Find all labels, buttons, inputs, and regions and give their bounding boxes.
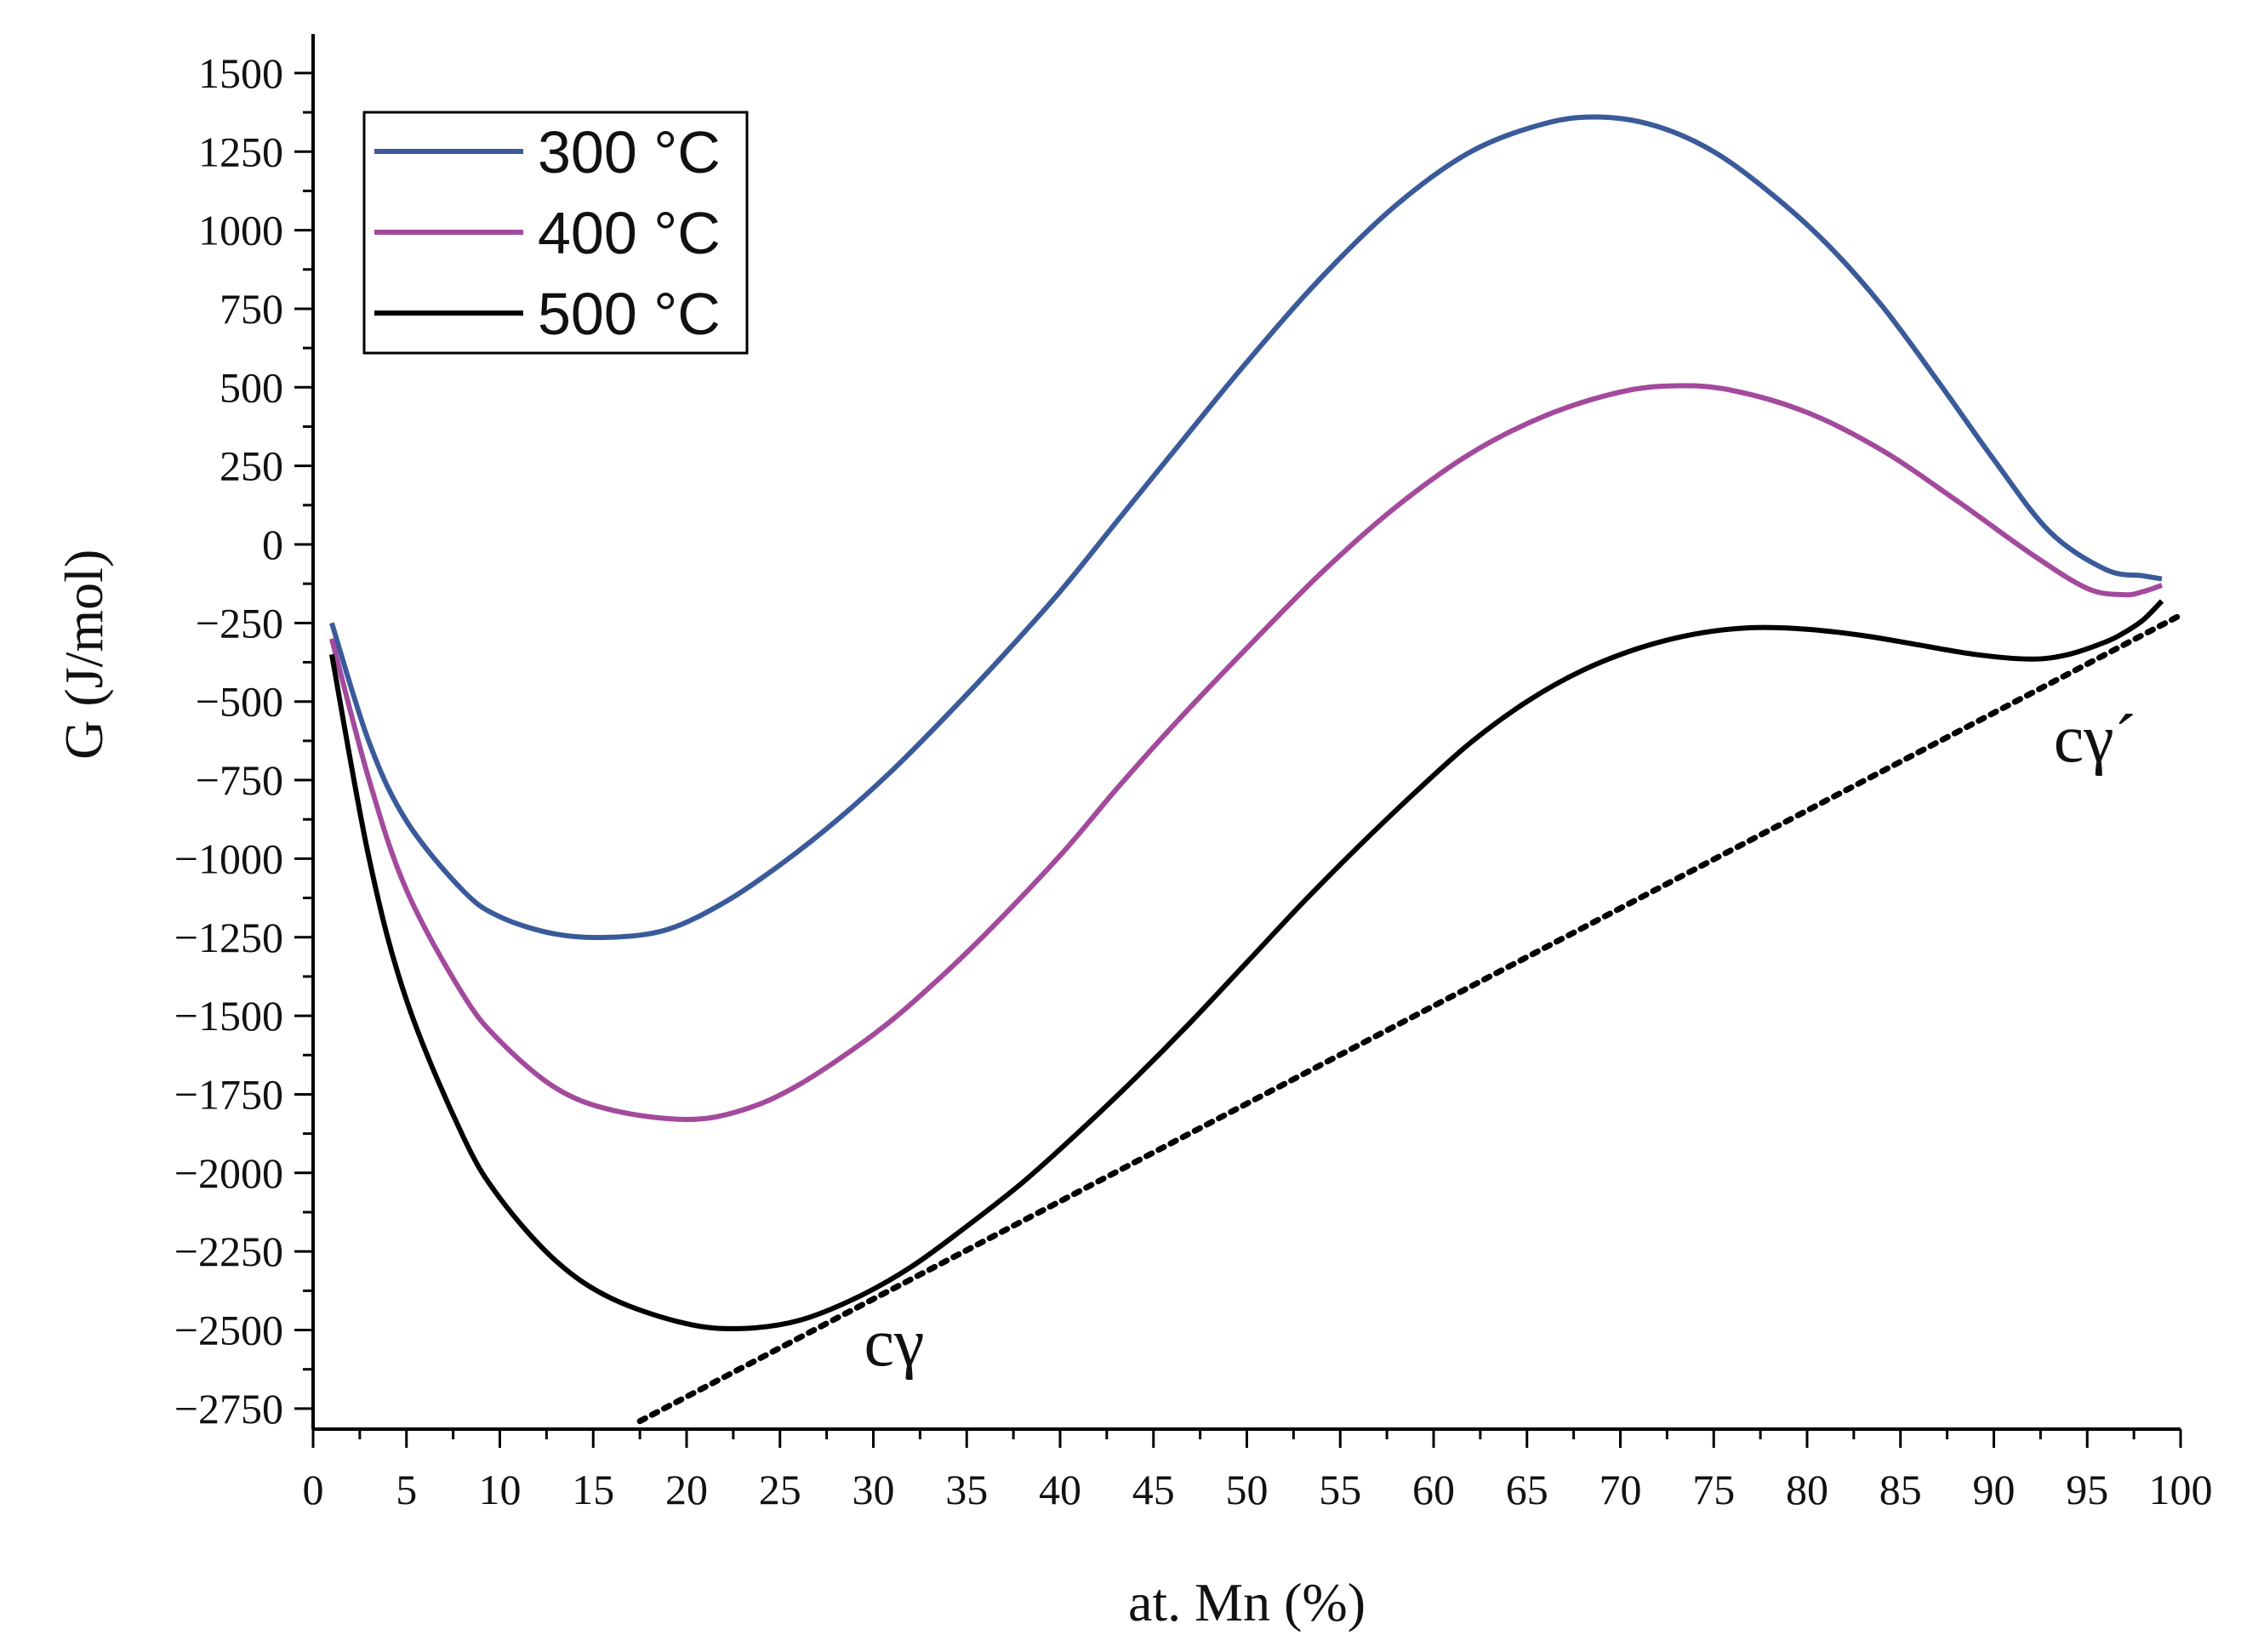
y-tick-label: −750 (196, 756, 283, 804)
x-tick-label: 65 (1506, 1466, 1548, 1513)
y-tick-label: −250 (196, 599, 283, 647)
series-300c-line (329, 114, 2163, 941)
x-tick-label: 5 (396, 1466, 417, 1513)
x-tick-label: 20 (665, 1466, 708, 1513)
x-tick-label: 35 (945, 1466, 988, 1513)
series-400c-line (329, 383, 2164, 1122)
annotation-c-gamma-prime: cγ´ (2054, 702, 2137, 777)
x-tick-label: 90 (1973, 1466, 2016, 1513)
x-tick-label: 50 (1226, 1466, 1269, 1513)
y-tick-label: 250 (220, 442, 283, 490)
x-tick-label: 55 (1319, 1466, 1361, 1513)
x-tick-label: 100 (2149, 1466, 2213, 1513)
legend: 300 °C 400 °C 500 °C (362, 111, 749, 355)
x-axis-title: at. Mn (%) (1128, 1572, 1366, 1632)
y-tick-label: −500 (196, 678, 283, 726)
y-tick-label: −1250 (174, 914, 283, 961)
x-tick-label: 60 (1412, 1466, 1455, 1513)
legend-label-300c: 300 °C (538, 119, 721, 185)
y-tick-label: −2250 (174, 1228, 283, 1275)
series-layer (328, 114, 2184, 1425)
series-500c-line (328, 599, 2164, 1331)
x-tick-label: 40 (1039, 1466, 1081, 1513)
x-tick-label: 0 (303, 1466, 324, 1513)
y-tick-label: 750 (220, 285, 283, 333)
y-tick-label: −1750 (174, 1070, 283, 1118)
y-tick-label: −2000 (174, 1149, 283, 1197)
x-tick-label: 25 (759, 1466, 801, 1513)
x-tick-label: 95 (2066, 1466, 2108, 1513)
y-tick-label: −2750 (174, 1385, 283, 1433)
y-tick-label: −1000 (174, 835, 283, 882)
x-tick-label: 10 (479, 1466, 522, 1513)
x-tick-label: 75 (1692, 1466, 1735, 1513)
y-tick-label: 0 (262, 521, 283, 568)
ticks: 0 5 10 15 20 25 30 35 40 45 50 55 60 65 70 75 80 85 90 95 10… (174, 49, 2213, 1513)
y-tick-label: 500 (220, 363, 283, 411)
y-tick-label: −2500 (174, 1307, 283, 1354)
x-tick-label: 85 (1879, 1466, 1922, 1513)
annotation-c-gamma: cγ (864, 1306, 925, 1381)
y-axis-title: G (J/mol) (54, 550, 114, 760)
y-tick-label: −1500 (174, 992, 283, 1040)
legend-label-500c: 500 °C (538, 281, 721, 347)
y-tick-label: 1500 (198, 49, 283, 97)
y-tick-label: 1250 (198, 128, 283, 175)
x-tick-label: 15 (572, 1466, 614, 1513)
common-tangent-line (636, 612, 2184, 1425)
y-tick-label: 1000 (198, 207, 283, 254)
x-tick-label: 45 (1132, 1466, 1175, 1513)
x-tick-label: 70 (1599, 1466, 1642, 1513)
x-tick-label: 80 (1786, 1466, 1828, 1513)
legend-label-400c: 400 °C (538, 200, 721, 266)
x-tick-label: 30 (852, 1466, 895, 1513)
